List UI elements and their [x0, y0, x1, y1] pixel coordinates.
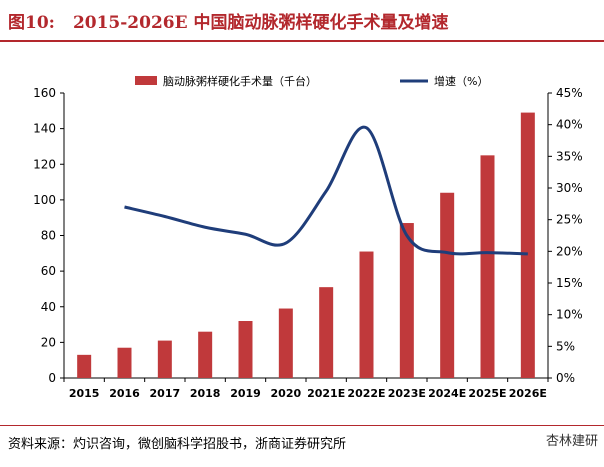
x-tick-label: 2021E	[307, 387, 345, 400]
bar	[278, 308, 293, 378]
y-tick-label: 0	[48, 371, 56, 385]
x-tick-label: 2025E	[468, 387, 506, 400]
bar	[440, 192, 455, 378]
legend-bar-label: 脑动脉粥样硬化手术量（千台）	[163, 74, 317, 88]
y2-tick-label: 30%	[556, 181, 583, 195]
y-axis-left: 0 20 40 60 80 100 120 140 160	[33, 86, 65, 385]
y2-tick-label: 15%	[556, 276, 583, 290]
bar	[117, 347, 132, 378]
growth-line	[124, 125, 528, 256]
x-tick-label: 2020	[271, 387, 302, 400]
y-tick-label: 80	[41, 229, 56, 243]
growth-line-series	[124, 125, 528, 256]
x-tick-label: 2019	[230, 387, 261, 400]
combo-chart: 脑动脉粥样硬化手术量（千台） 增速（%） 0 20 40 60 80 100 120 140 1…	[33, 74, 583, 400]
y-tick-label: 60	[41, 264, 56, 278]
y2-tick-label: 45%	[556, 86, 583, 100]
y2-tick-label: 10%	[556, 308, 583, 322]
legend-bar-swatch	[135, 76, 157, 85]
bar	[359, 251, 374, 378]
x-tick-label: 2015	[69, 387, 100, 400]
x-tick-label: 2018	[190, 387, 221, 400]
y2-tick-label: 35%	[556, 149, 583, 163]
x-tick-label: 2023E	[388, 387, 426, 400]
source-divider	[0, 425, 604, 426]
y2-tick-label: 20%	[556, 244, 583, 258]
bar	[198, 331, 213, 378]
figure-number: 图10:	[8, 13, 55, 33]
bar	[399, 223, 414, 378]
y-tick-label: 40	[41, 300, 56, 314]
y-tick-label: 140	[33, 122, 56, 136]
x-axis: 2015 2016 2017 2018 2019 2020 2021E 2022E 2023E 2…	[63, 377, 549, 400]
x-tick-label: 2024E	[428, 387, 466, 400]
y-tick-label: 160	[33, 86, 56, 100]
source-note: 资料来源：灼识咨询，微创脑科学招股书，浙商证券研究所	[8, 437, 347, 452]
y2-tick-label: 0%	[556, 371, 575, 385]
y2-tick-label: 5%	[556, 339, 575, 353]
x-tick-label: 2017	[150, 387, 181, 400]
y-tick-label: 20	[41, 335, 56, 349]
y-tick-label: 100	[33, 193, 56, 207]
x-tick-label: 2022E	[347, 387, 385, 400]
bar	[238, 321, 253, 378]
bar-series	[77, 112, 535, 378]
bar	[77, 354, 92, 378]
figure-title: 图10: 2015-2026E 中国脑动脉粥样硬化手术量及增速	[8, 8, 449, 33]
legend-line-label: 增速（%）	[434, 74, 488, 88]
watermark: 杏林建研	[545, 434, 598, 449]
x-tick-label: 2016	[109, 387, 140, 400]
title-divider	[0, 40, 604, 42]
x-tick-label: 2026E	[509, 387, 547, 400]
figure-title-text: 2015-2026E 中国脑动脉粥样硬化手术量及增速	[72, 13, 449, 33]
y2-tick-label: 40%	[556, 118, 583, 132]
legend: 脑动脉粥样硬化手术量（千台） 增速（%）	[135, 74, 488, 88]
bar	[157, 340, 172, 378]
bar	[520, 112, 535, 378]
y-tick-label: 120	[33, 157, 56, 171]
bar	[480, 155, 495, 378]
bar	[319, 287, 334, 378]
y-axis-right: 0% 5% 10% 15% 20% 25% 30% 35% 40% 45%	[547, 86, 583, 385]
y2-tick-label: 25%	[556, 213, 583, 227]
